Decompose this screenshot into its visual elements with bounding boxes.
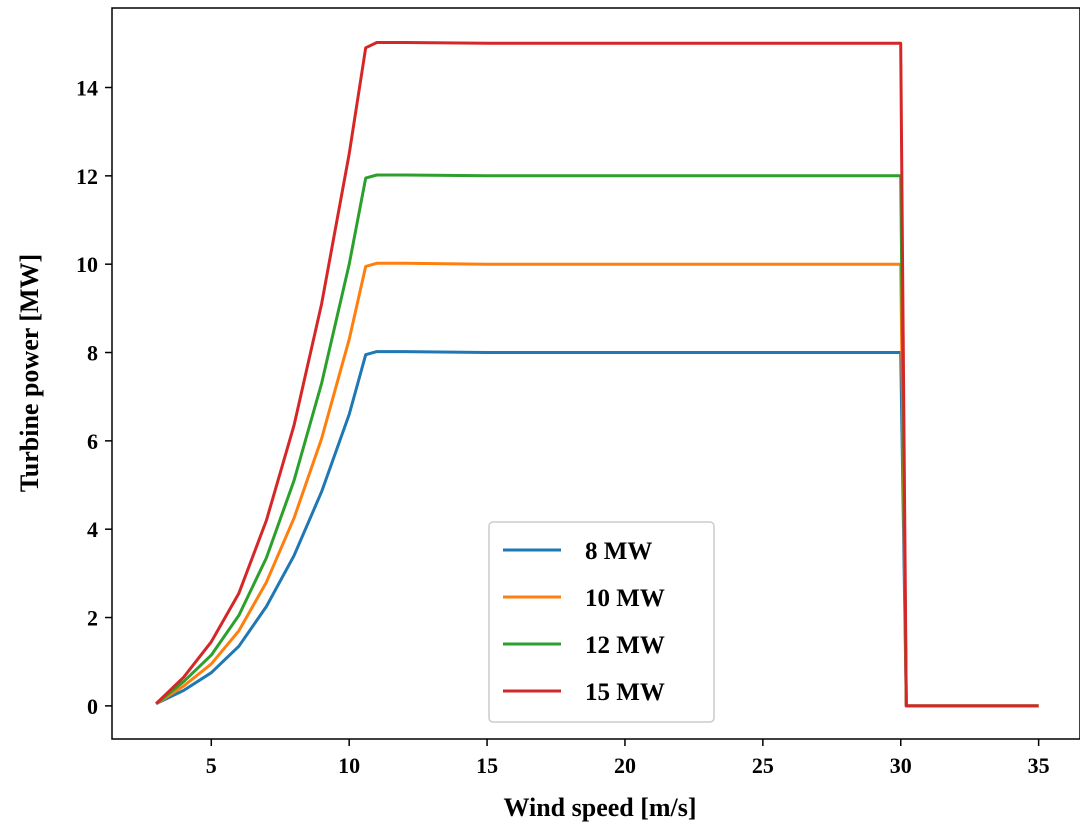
x-axis-ticks: 5 10 15 20 25 30 35 [206, 739, 1050, 778]
y-tick-label: 0 [87, 694, 98, 719]
legend-label: 10 MW [585, 585, 665, 612]
legend-box [488, 521, 715, 723]
plot-frame [111, 7, 1080, 740]
x-tick-label: 10 [338, 753, 360, 778]
y-tick-label: 4 [87, 517, 98, 542]
x-tick-label: 30 [890, 753, 912, 778]
legend-label: 8 MW [585, 538, 652, 565]
series-line [155, 173, 1039, 708]
series-line [155, 41, 1039, 708]
y-tick-label: 6 [87, 429, 98, 454]
series-line [155, 261, 1039, 708]
x-tick-label: 20 [614, 753, 636, 778]
x-tick-label: 5 [206, 753, 217, 778]
y-axis-label: Turbine power [MW] [15, 254, 44, 492]
x-tick-label: 15 [476, 753, 498, 778]
x-tick-label: 35 [1028, 753, 1050, 778]
series-line [155, 350, 1039, 708]
y-tick-label: 2 [87, 606, 98, 631]
y-tick-label: 8 [87, 341, 98, 366]
y-tick-label: 10 [76, 252, 98, 277]
y-tick-label: 14 [76, 76, 98, 101]
x-tick-label: 25 [752, 753, 774, 778]
legend: 8 MW 10 MW 12 MW 15 MW [488, 521, 715, 723]
y-axis-ticks: 0 2 4 6 8 10 12 14 [76, 76, 112, 719]
legend-label: 15 MW [585, 679, 665, 706]
y-tick-label: 12 [76, 164, 98, 189]
x-axis-label: Wind speed [m/s] [503, 793, 696, 822]
series-lines [155, 41, 1039, 708]
legend-label: 12 MW [585, 632, 665, 659]
